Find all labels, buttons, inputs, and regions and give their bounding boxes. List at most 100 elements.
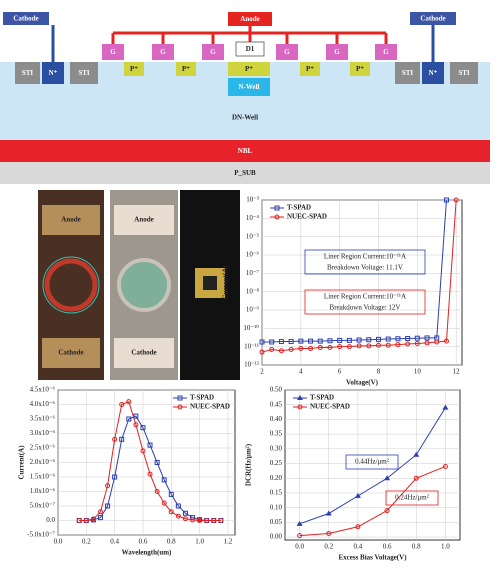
chip-core: [203, 276, 217, 290]
d1-label: D1: [246, 45, 255, 53]
y-tick-label: 10⁻¹⁰: [243, 324, 259, 332]
point: [354, 492, 361, 498]
point: [325, 510, 332, 516]
point: [147, 442, 153, 448]
legend-label: NUEC-SPAD: [190, 403, 230, 411]
gate-label: G: [383, 48, 389, 56]
point: [274, 205, 280, 211]
y-tick-label: 2.0x10⁻⁶: [30, 458, 56, 466]
p-plus-label: P⁺: [245, 65, 253, 73]
series-line: [299, 466, 446, 537]
point: [105, 503, 111, 509]
y-tick-label: 1.5x10⁻⁶: [30, 473, 56, 481]
point: [308, 345, 314, 351]
cathode: [3, 12, 49, 25]
point: [297, 404, 303, 410]
point: [317, 345, 323, 351]
point: [317, 338, 323, 344]
y-tick-label: 0.50: [270, 386, 283, 394]
y-axis-title: DCR(Hz/μm²): [245, 443, 253, 486]
point: [346, 337, 352, 343]
annotation: Liner Region Current:10⁻¹¹A: [324, 293, 406, 301]
photo-label: Cathode: [58, 349, 83, 357]
photo-label: Cathode: [131, 349, 156, 357]
photo-label: Anode: [134, 216, 153, 224]
n-plus-label: N⁺: [429, 69, 438, 77]
y-tick-label: 10⁻³: [246, 196, 259, 204]
point: [278, 348, 284, 354]
p-plus-label: P⁺: [182, 65, 190, 73]
series-line: [299, 407, 446, 525]
dn-well-label: DN-Well: [232, 114, 258, 122]
annotation-frame: [304, 289, 426, 315]
x-tick-label: 6: [338, 368, 342, 376]
x-tick-label: 0.6: [383, 543, 392, 551]
d1: [235, 41, 265, 57]
point: [182, 516, 188, 522]
point: [90, 516, 96, 522]
point: [297, 533, 303, 539]
photo-pad: [42, 338, 100, 368]
y-tick-label: 3.0x10⁻⁶: [30, 429, 56, 437]
x-tick-label: 0.6: [139, 538, 148, 546]
series-line: [261, 199, 457, 353]
point: [119, 436, 125, 442]
point: [405, 335, 411, 341]
p-plus-label: P⁺: [306, 65, 314, 73]
gate-label: G: [284, 48, 290, 56]
point: [168, 509, 174, 515]
point: [154, 460, 160, 465]
point: [442, 463, 448, 469]
point: [211, 518, 217, 523]
gate: [326, 44, 348, 60]
y-tick-label: 10⁻⁹: [246, 306, 260, 314]
y-axis-title: Current(A): [222, 265, 230, 300]
legend-label: T-SPAD: [287, 204, 311, 212]
point: [356, 337, 362, 343]
point: [133, 413, 139, 419]
point: [443, 338, 449, 344]
point: [97, 509, 103, 515]
x-tick-label: 0.2: [324, 543, 333, 551]
point: [175, 503, 181, 509]
p-plus: [228, 62, 270, 76]
y-tick-label: 10⁻⁸: [246, 287, 260, 295]
point: [288, 339, 294, 345]
y-tick-label: 10⁻⁴: [246, 214, 260, 222]
y-tick-label: 4.0x10⁻⁶: [30, 400, 56, 408]
point: [298, 338, 304, 344]
point: [274, 214, 280, 220]
y-tick-label: 0.0: [46, 516, 55, 524]
point: [112, 474, 118, 480]
point: [269, 347, 275, 353]
nbl: [0, 140, 490, 162]
n-well: [228, 78, 270, 96]
point: [197, 518, 203, 523]
point: [384, 508, 390, 514]
point: [218, 518, 224, 523]
y-tick-label: 0.15: [270, 489, 283, 497]
point: [154, 489, 160, 494]
point: [140, 425, 146, 431]
p-sub-label: P_SUB: [234, 169, 256, 177]
point: [83, 518, 89, 523]
y-tick-label: 10⁻⁷: [246, 269, 260, 277]
y-tick-label: 0.05: [270, 518, 283, 526]
x-tick-label: 1.0: [441, 543, 450, 551]
x-axis-title: Voltage(V): [346, 379, 379, 387]
gate: [102, 44, 124, 60]
n-plus: [422, 62, 444, 84]
anode: [228, 12, 272, 26]
annotation-frame: [385, 490, 439, 506]
gate: [276, 44, 298, 60]
y-tick-label: 0.30: [270, 444, 283, 452]
p-plus-label: P⁺: [356, 65, 364, 73]
point: [366, 337, 372, 343]
gate-label: G: [210, 48, 216, 56]
x-axis-title: Excess Bias Voltage(V): [338, 554, 407, 562]
point: [97, 515, 103, 521]
x-tick-label: 0.8: [167, 538, 176, 546]
point: [376, 336, 382, 342]
y-tick-label: 2.5x10⁻⁶: [30, 444, 56, 452]
point: [259, 339, 265, 345]
